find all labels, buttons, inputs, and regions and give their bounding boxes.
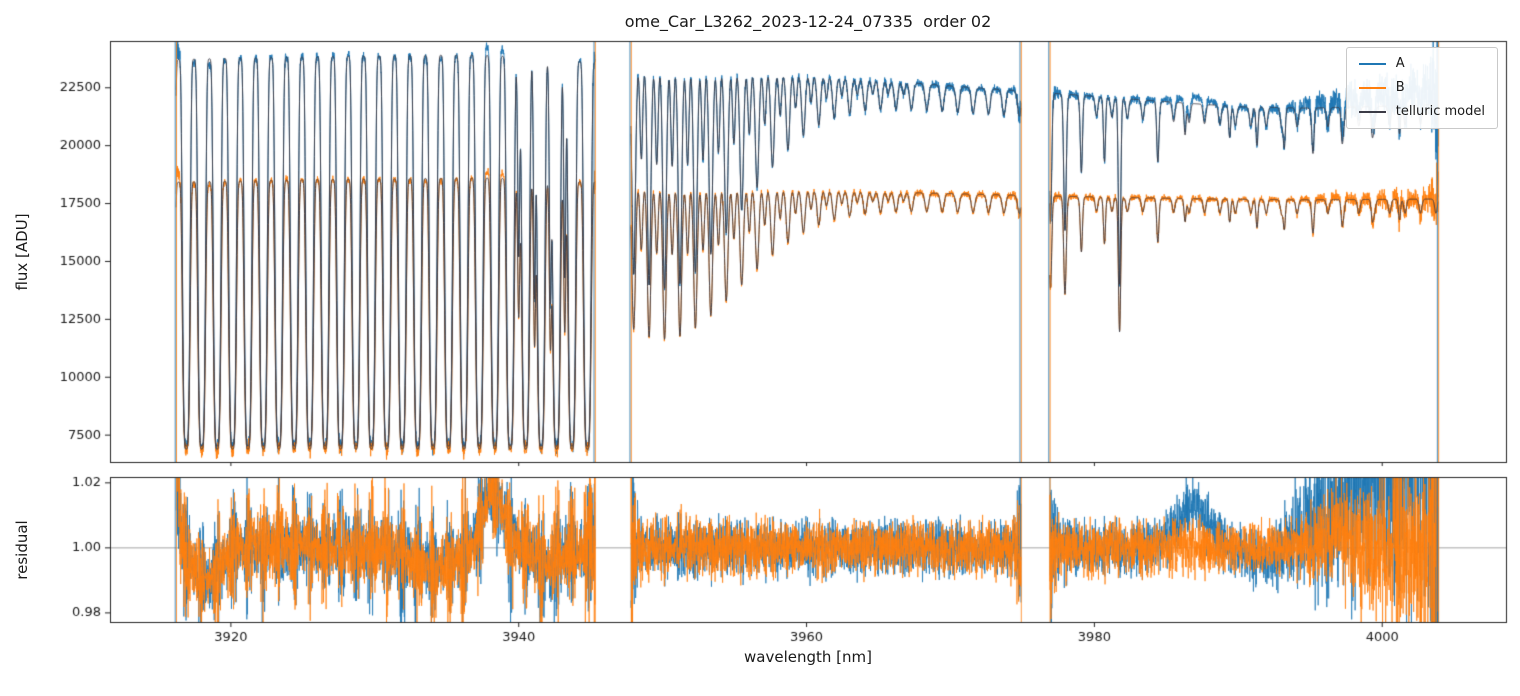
flux-axis-label: flux [ADU] bbox=[13, 213, 31, 291]
legend-label-a: A bbox=[1395, 56, 1405, 71]
legend-item-a: A bbox=[1358, 56, 1485, 71]
legend-label-b: B bbox=[1395, 80, 1405, 95]
series-a-line-swatch bbox=[1358, 63, 1386, 65]
x-axis-label: wavelength [nm] bbox=[744, 648, 872, 666]
legend-label-telluric-model: telluric model bbox=[1395, 104, 1485, 119]
series-b-line-swatch bbox=[1358, 87, 1386, 89]
legend-item-b: B bbox=[1358, 80, 1485, 95]
legend: A B telluric model bbox=[1345, 47, 1498, 129]
legend-item-telluric-model: telluric model bbox=[1358, 104, 1485, 119]
chart-title: ome_Car_L3262_2023-12-24_07335 order 02 bbox=[624, 12, 992, 31]
telluric-model-line-swatch bbox=[1358, 111, 1386, 113]
residual-axis-label: residual bbox=[13, 520, 31, 580]
